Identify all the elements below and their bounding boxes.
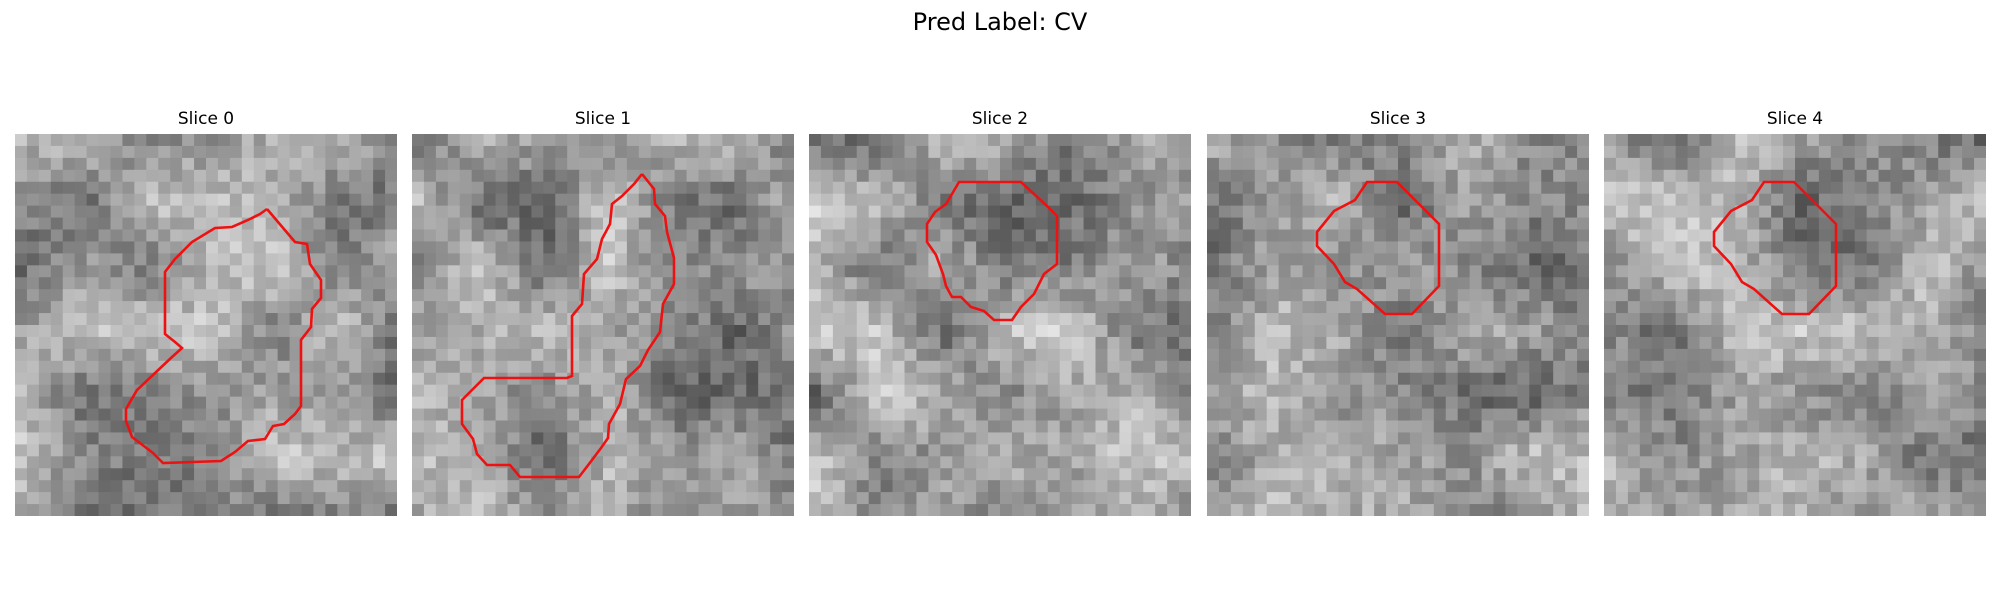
slice-4-svg	[1604, 134, 1986, 516]
slice-0-pixels	[15, 134, 397, 516]
slice-image-3	[1207, 134, 1589, 516]
slice-1-svg	[412, 134, 794, 516]
panel-title-slice-3: Slice 3	[1369, 109, 1427, 129]
segmentation-contour-1	[460, 173, 676, 479]
slice-1-pixels	[412, 134, 794, 516]
slice-2-svg	[809, 134, 1191, 516]
panel-title-slice-0: Slice 0	[177, 109, 235, 129]
slice-0-svg	[15, 134, 397, 516]
segmentation-contour-4	[1712, 180, 1838, 316]
slice-3-pixels	[1207, 134, 1589, 516]
panel-title-slice-4: Slice 4	[1766, 109, 1824, 129]
slice-image-2	[809, 134, 1191, 516]
slice-image-4	[1604, 134, 1986, 516]
figure-title: Pred Label: CV	[912, 8, 1088, 36]
slice-2-pixels	[809, 134, 1191, 516]
panel-title-slice-1: Slice 1	[574, 109, 632, 129]
segmentation-contour-0	[124, 207, 323, 465]
slice-4-pixels	[1604, 134, 1986, 516]
panel-title-slice-2: Slice 2	[971, 109, 1029, 129]
segmentation-contour-2	[925, 180, 1059, 322]
slice-image-0	[15, 134, 397, 516]
slice-image-1	[412, 134, 794, 516]
slice-3-svg	[1207, 134, 1589, 516]
segmentation-contour-3	[1315, 180, 1441, 316]
